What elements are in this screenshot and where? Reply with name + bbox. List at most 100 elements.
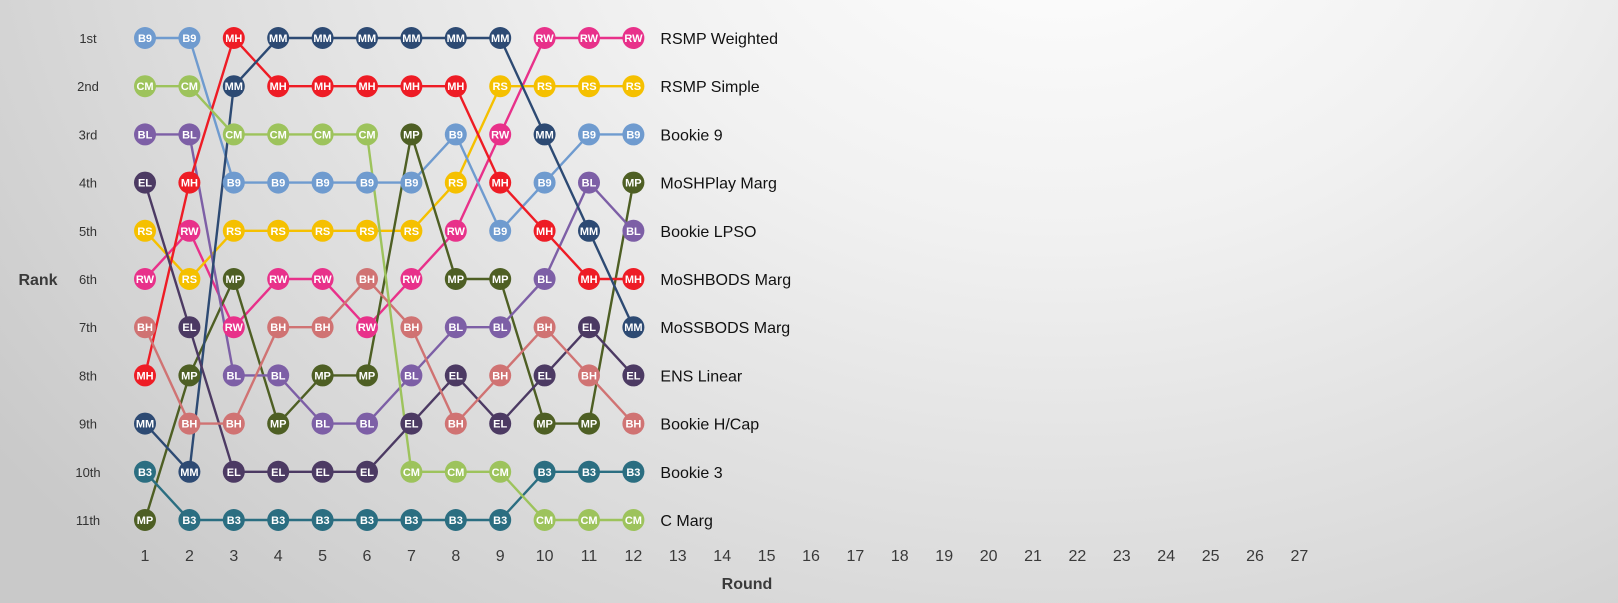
data-point-label: BL: [182, 129, 197, 141]
series-name-label: MoSSBODS Marg: [660, 320, 790, 337]
y-tick-label: 5th: [79, 224, 97, 239]
y-tick-label: 11th: [76, 513, 100, 528]
data-point-label: RS: [493, 81, 508, 93]
data-point-label: CM: [270, 129, 287, 141]
data-point-marker: [311, 460, 334, 483]
x-tick-label: 3: [229, 548, 238, 565]
data-point-marker: [533, 27, 556, 49]
data-point-label: RW: [536, 33, 555, 45]
x-tick-label: 27: [1291, 548, 1309, 565]
data-point-marker: [622, 219, 645, 242]
data-point-marker: [444, 27, 467, 49]
data-point-marker: [134, 219, 156, 242]
data-point-marker: [178, 171, 201, 194]
data-point-label: BH: [625, 419, 641, 431]
x-tick-label: 14: [713, 548, 731, 565]
data-point-label: MH: [225, 33, 242, 45]
data-point-label: BH: [492, 370, 508, 382]
y-tick-label: 9th: [79, 417, 97, 432]
data-point-marker: [311, 268, 334, 290]
data-point-label: CM: [536, 515, 553, 527]
data-point-marker: [578, 316, 600, 339]
data-point-marker: [400, 171, 423, 194]
x-tick-label: 19: [935, 548, 953, 565]
data-point-marker: [533, 219, 556, 242]
data-point-marker: [533, 509, 556, 531]
y-tick-label: 2nd: [77, 79, 99, 94]
data-point-label: BH: [359, 274, 375, 286]
data-point-label: BL: [626, 226, 641, 238]
data-point-marker: [489, 364, 512, 387]
data-point-marker: [533, 364, 556, 387]
data-point-label: MH: [358, 81, 375, 93]
series-name-label: Bookie 3: [660, 465, 722, 482]
x-tick-label: 5: [318, 548, 327, 565]
data-point-label: MP: [581, 419, 598, 431]
x-tick-label: 17: [847, 548, 865, 565]
data-point-marker: [311, 509, 334, 531]
x-tick-label: 12: [625, 548, 643, 565]
data-point-marker: [444, 316, 467, 339]
data-point-label: B9: [538, 178, 552, 190]
data-point-label: B9: [493, 226, 507, 238]
data-point-label: MH: [580, 274, 597, 286]
data-point-label: MM: [269, 33, 287, 45]
series-line-cm: [145, 84, 634, 522]
data-point-marker: [356, 412, 378, 435]
data-point-label: B9: [227, 178, 241, 190]
data-point-label: MH: [492, 178, 509, 190]
data-point-label: B3: [316, 515, 330, 527]
data-point-marker: [622, 123, 645, 146]
data-point-marker: [311, 316, 334, 339]
data-point-marker: [533, 268, 556, 290]
data-point-marker: [267, 316, 290, 339]
data-point-marker: [311, 123, 334, 146]
data-point-label: RS: [137, 226, 152, 238]
data-point-label: RS: [537, 81, 552, 93]
data-point-marker: [178, 268, 201, 290]
data-point-label: RS: [581, 81, 596, 93]
data-point-label: RS: [448, 178, 463, 190]
data-point-label: MH: [181, 178, 198, 190]
data-point-label: BH: [581, 370, 597, 382]
data-point-label: RW: [491, 129, 510, 141]
data-point-marker: [178, 412, 201, 435]
series-markers: RW RW RW RW RW RW RW RW RW RW RW RW RS RS RS RS RS RS RS RS…: [134, 27, 645, 531]
data-point-marker: [222, 509, 245, 531]
data-point-marker: [178, 460, 201, 483]
data-point-marker: [311, 219, 334, 242]
y-tick-label: 10th: [75, 465, 100, 480]
data-point-marker: [489, 268, 512, 290]
data-point-label: BL: [226, 370, 241, 382]
data-point-label: CM: [225, 129, 242, 141]
data-point-marker: [533, 75, 556, 98]
data-point-label: BH: [403, 322, 419, 334]
data-point-label: B3: [182, 515, 196, 527]
data-point-label: MH: [536, 226, 553, 238]
data-point-marker: [134, 364, 156, 387]
series-name-label: C Marg: [660, 513, 712, 530]
data-point-label: B9: [404, 178, 418, 190]
data-point-label: B9: [626, 129, 640, 141]
data-point-label: BL: [315, 419, 330, 431]
data-point-marker: [400, 316, 423, 339]
data-point-label: MP: [226, 274, 243, 286]
data-point-marker: [400, 364, 423, 387]
data-point-label: CM: [403, 467, 420, 479]
y-axis-title: Rank: [18, 272, 57, 289]
series-name-label: Bookie LPSO: [660, 224, 756, 241]
data-point-label: MM: [358, 33, 376, 45]
data-point-label: MP: [181, 370, 198, 382]
data-point-marker: [222, 412, 245, 435]
series-line-mh: [143, 36, 634, 376]
data-point-label: BH: [226, 419, 242, 431]
data-point-label: BL: [271, 370, 286, 382]
series-name-label: MoSHBODS Marg: [660, 272, 791, 289]
data-point-marker: [267, 219, 290, 242]
series-name-label: Bookie H/Cap: [660, 417, 759, 434]
data-point-label: MM: [402, 33, 420, 45]
data-point-marker: [444, 123, 467, 146]
x-tick-label: 21: [1024, 548, 1042, 565]
data-point-label: B9: [360, 178, 374, 190]
